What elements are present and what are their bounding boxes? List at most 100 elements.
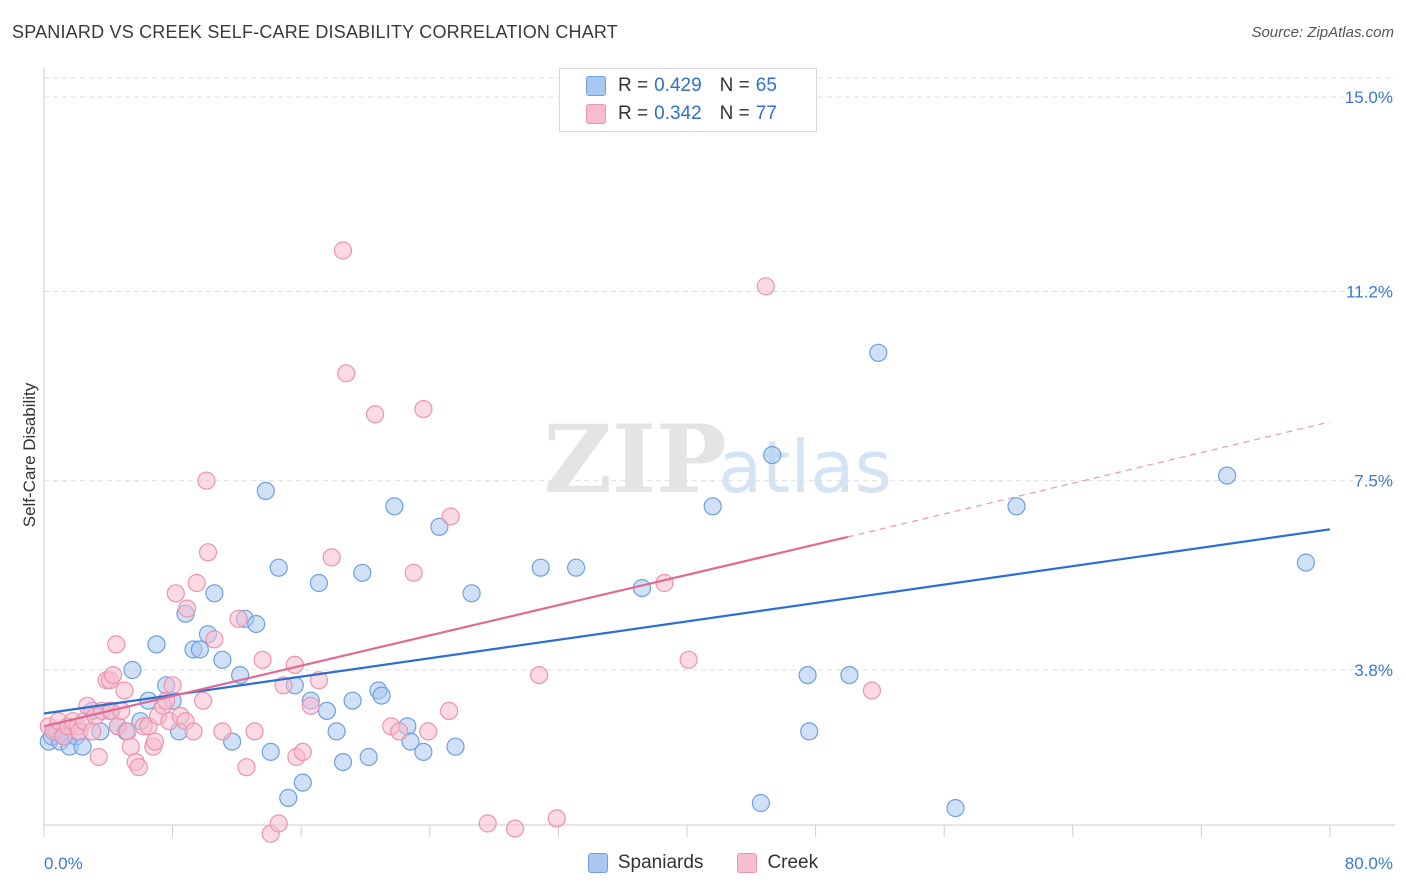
- spaniards-point: [632, 578, 652, 598]
- creek-point: [187, 573, 206, 593]
- watermark: ZIP atlas: [543, 405, 892, 515]
- spaniards-point: [869, 343, 888, 362]
- creek-point: [213, 722, 232, 741]
- trend-lines: [43, 421, 1331, 728]
- spaniards-point: [247, 614, 266, 634]
- spaniards-point: [213, 650, 232, 669]
- spaniards-point: [359, 747, 378, 767]
- spaniards-point: [333, 752, 353, 772]
- creek-point: [404, 563, 423, 582]
- spaniards-point: [430, 517, 449, 536]
- creek-point: [441, 507, 460, 526]
- bottom-legend-swatch-pink: [737, 853, 758, 873]
- spaniards-point: [261, 742, 280, 762]
- source-label: Source: ZipAtlas.com: [1251, 24, 1394, 41]
- creek-point: [121, 737, 140, 756]
- spaniards-point: [414, 742, 433, 762]
- y-tick-label: 3.8%: [1354, 661, 1393, 680]
- spaniards-point: [462, 584, 481, 603]
- spaniards-point: [401, 732, 420, 751]
- creek-point: [237, 758, 256, 777]
- legend-swatch-pink: [586, 104, 606, 124]
- creek-point: [322, 548, 341, 567]
- creek-point: [107, 635, 126, 654]
- spaniards-point: [293, 773, 312, 792]
- legend-n-label: N =: [719, 75, 750, 96]
- creek-point: [419, 722, 438, 741]
- creek-point: [115, 681, 134, 700]
- creek-point: [89, 747, 108, 767]
- creek-point: [229, 609, 248, 628]
- spaniards-point: [751, 793, 771, 813]
- creek-point: [103, 665, 123, 685]
- creek-point: [655, 573, 674, 593]
- spaniards-point: [1007, 497, 1026, 516]
- bottom-legend-label: Creek: [767, 852, 819, 873]
- spaniards-point: [279, 788, 298, 808]
- legend-n-value: 77: [755, 103, 777, 124]
- watermark-zip: ZIP: [543, 405, 726, 515]
- legend-r-label: R =: [618, 75, 649, 96]
- creek-point: [253, 650, 272, 669]
- spaniards-point: [73, 737, 92, 756]
- legend-swatch-blue: [586, 76, 606, 96]
- creek-point: [83, 722, 102, 741]
- legend-row-creek: R = 0.342 N = 77: [586, 102, 777, 126]
- creek-point: [129, 758, 148, 777]
- spaniards-point: [763, 446, 782, 465]
- spaniards-point: [256, 481, 275, 500]
- creek-point: [478, 814, 497, 833]
- spaniards-point: [798, 665, 817, 685]
- y-axis-label: Self-Care Disability: [20, 382, 39, 528]
- data-points: [39, 241, 1316, 843]
- creek-point: [274, 676, 293, 695]
- creek-point: [194, 691, 213, 710]
- creek-point: [145, 732, 164, 751]
- spaniards-point: [385, 497, 404, 516]
- creek-point: [245, 722, 264, 741]
- spaniards-point: [309, 573, 328, 593]
- spaniards-point: [123, 660, 142, 680]
- creek-point: [269, 814, 288, 833]
- creek-trend-extension: [847, 421, 1331, 538]
- bottom-legend-creek: Creek: [737, 852, 818, 874]
- spaniards-trend-line: [43, 528, 1331, 715]
- creek-point: [337, 364, 356, 383]
- x-tick-label: 0.0%: [44, 854, 83, 873]
- bottom-legend-swatch-blue: [587, 853, 608, 873]
- creek-point: [366, 405, 385, 424]
- spaniards-point: [703, 497, 722, 516]
- legend-n-value: 65: [755, 75, 777, 96]
- chart-title: SPANIARD VS CREEK SELF-CARE DISABILITY C…: [12, 22, 618, 42]
- spaniards-point: [353, 563, 372, 582]
- creek-point: [756, 277, 775, 296]
- spaniards-point: [327, 722, 346, 741]
- tick-labels: 3.8% 7.5% 11.2% 15.0% 0.0% 80.0%: [44, 88, 1393, 873]
- spaniards-point: [946, 798, 965, 818]
- spaniards-point: [800, 722, 819, 741]
- spaniards-point: [1296, 553, 1316, 572]
- spaniards-point: [190, 640, 209, 659]
- creek-point: [118, 722, 137, 741]
- creek-point: [184, 722, 203, 741]
- legend-r-value: 0.429: [654, 75, 702, 96]
- bottom-legend: Spaniards Creek: [0, 852, 1406, 874]
- legend-r-value: 0.342: [654, 103, 702, 124]
- spaniards-point: [566, 558, 586, 577]
- bottom-legend-spaniards: Spaniards: [587, 852, 703, 874]
- spaniards-point: [343, 691, 362, 710]
- watermark-atlas: atlas: [718, 425, 892, 509]
- legend-r-label: R =: [618, 103, 649, 124]
- spaniards-point: [531, 558, 550, 577]
- creek-point: [198, 543, 218, 562]
- creek-point: [166, 584, 185, 603]
- creek-point: [205, 630, 224, 649]
- spaniards-point: [372, 686, 391, 705]
- spaniards-point: [205, 584, 224, 603]
- creek-point: [197, 471, 216, 490]
- spaniards-point: [147, 635, 166, 654]
- y-tick-label: 11.2%: [1346, 282, 1393, 301]
- y-tick-label: 7.5%: [1354, 472, 1393, 491]
- x-tick-label: 80.0%: [1345, 854, 1393, 873]
